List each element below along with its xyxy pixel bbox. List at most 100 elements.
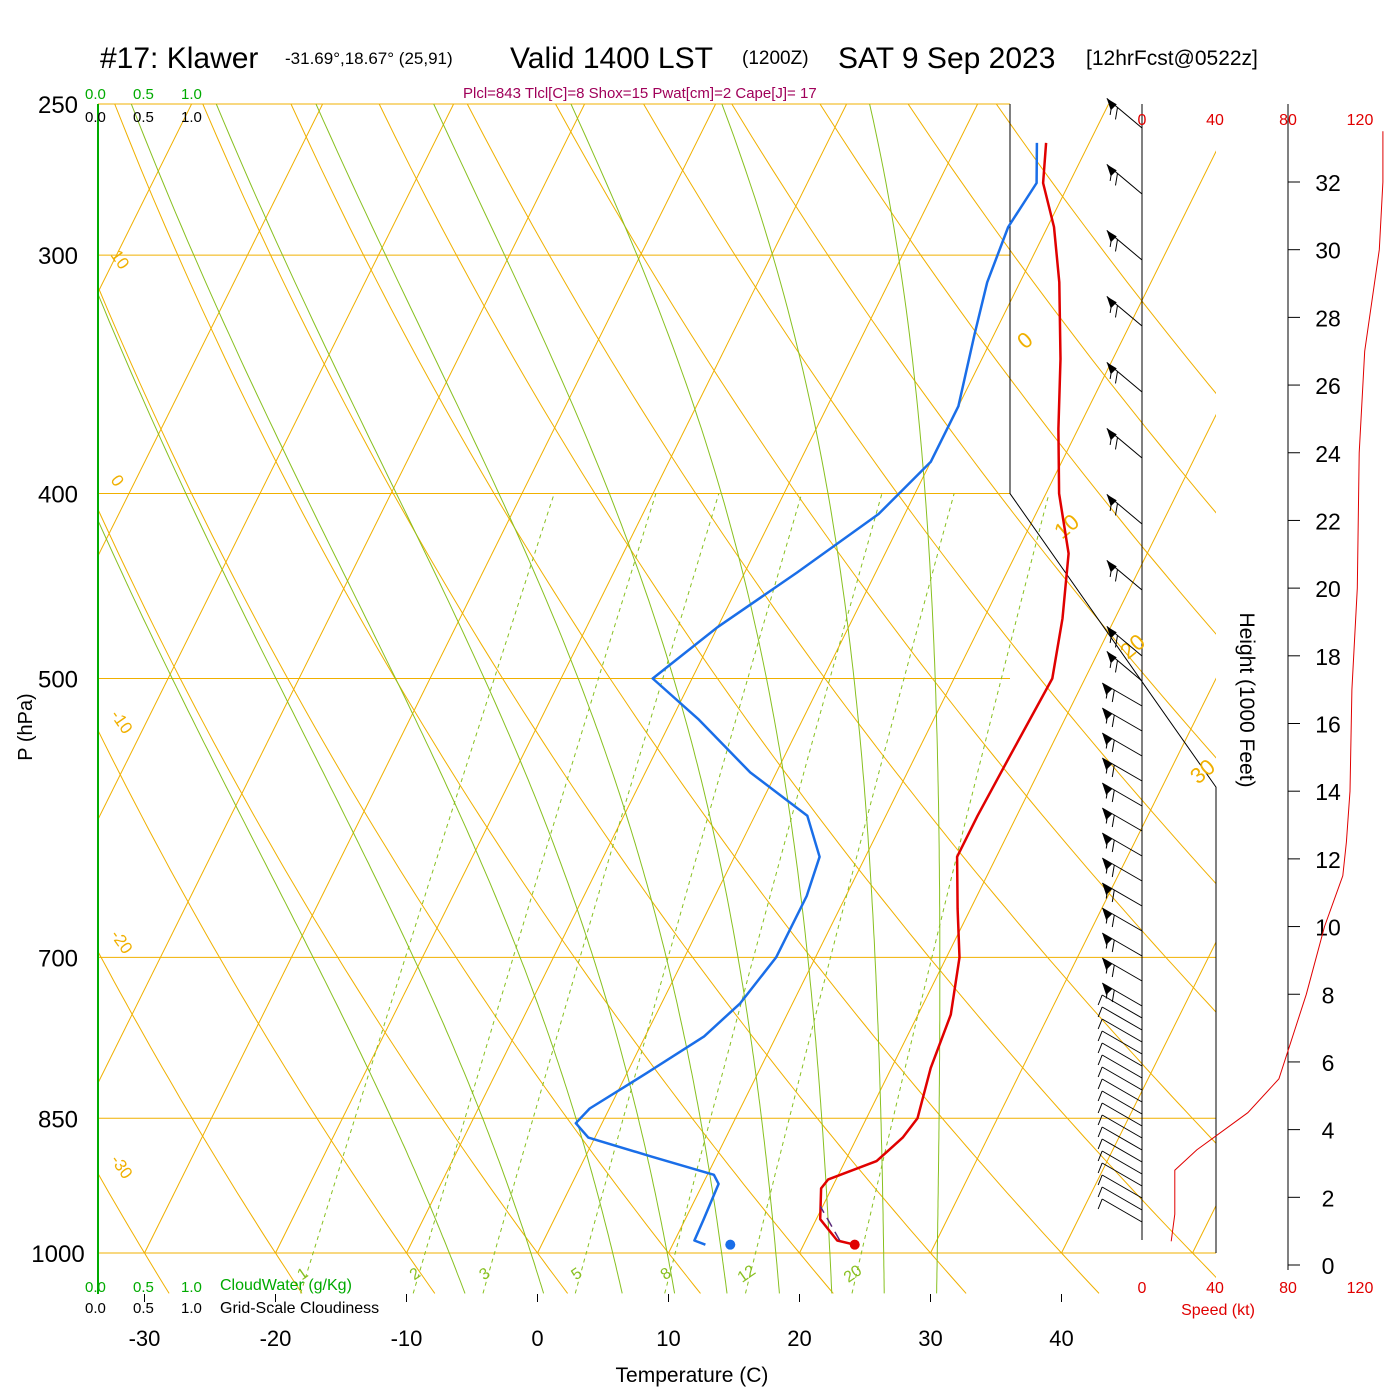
isotherm-line [98, 104, 455, 821]
cloudwater-tick: 1.0 [181, 1279, 202, 1296]
wind-barb-feather [1105, 786, 1109, 799]
wind-barb-feather [1111, 789, 1115, 803]
moist-adiabat-line [433, 104, 780, 1294]
height-tick-label: 2 [1322, 1185, 1335, 1211]
wind-barb-staff [1101, 957, 1143, 982]
y-axis-title: P (hPa) [15, 693, 37, 760]
cloudwater-tick: 0.5 [133, 86, 154, 103]
valid-date: SAT 9 Sep 2023 [838, 42, 1055, 75]
wind-barb-feather [1114, 107, 1118, 120]
speed-scale-bottom: 0 40 80 120 Speed (kt) [1138, 1280, 1374, 1319]
dry-adiabat-line [643, 104, 1216, 885]
wind-speed-profile-line [1170, 131, 1384, 1242]
pressure-tick-label: 850 [38, 1106, 78, 1133]
wind-barb-feather [1105, 736, 1109, 749]
dry-adiabat-line [98, 1172, 170, 1294]
dry-adiabat-line [907, 104, 1216, 514]
isobars-layer [98, 103, 1216, 1254]
height-tick-label: 16 [1315, 712, 1341, 738]
wind-barb-staff [1101, 1078, 1143, 1103]
dry-adiabat-label: 10 [107, 246, 133, 272]
wind-barb-flag [1102, 833, 1113, 845]
speed-tick: 40 [1206, 1280, 1224, 1297]
wind-barb-feather [1109, 564, 1113, 578]
tick-labels-layer: 2503004005007008501000100-10-20-30010203… [31, 92, 1341, 1351]
cloudiness-scale-bottom: 0.0 0.5 1.0 Grid-Scale Cloudiness [85, 1300, 379, 1317]
wind-barb-feather [1114, 173, 1118, 186]
wind-barb-feather [1105, 836, 1109, 849]
wind-barb-feather [1097, 1066, 1103, 1078]
wind-barb-staff [1101, 732, 1143, 757]
dry-adiabat-label: -10 [107, 706, 137, 737]
wind-barb-staff [1101, 932, 1143, 957]
moist-adiabat-line [721, 104, 885, 1294]
wind-barb-feather [1105, 711, 1109, 724]
pressure-tick-label: 1000 [31, 1241, 84, 1268]
dry-adiabat-line [202, 104, 967, 1294]
mixing-ratio-line [412, 493, 657, 1294]
wind-barb-feather [1105, 986, 1109, 999]
wind-barb-staff [1101, 1042, 1143, 1067]
background-lines-layer: 1 2 3 5 8 12 20 [0, 70, 1400, 1294]
cloudwater-tick: 0.0 [85, 86, 106, 103]
moist-adiabat-line [869, 104, 941, 1294]
wind-barb-feather [1111, 989, 1115, 1003]
wind-barb-staff [1101, 982, 1143, 1007]
x-axis-title: Temperature (C) [616, 1364, 769, 1387]
cloudiness-label: Grid-Scale Cloudiness [220, 1300, 379, 1317]
wind-barb-staff [1101, 1162, 1143, 1187]
isotherm-line [275, 104, 848, 1254]
wind-barb-staff [1101, 1030, 1143, 1055]
wind-barb-feather [1111, 689, 1115, 703]
mixing-ratio-line [574, 493, 803, 1294]
valid-time: Valid 1400 LST [510, 42, 713, 75]
wind-barb-feather [1109, 102, 1113, 116]
temperature-tick-label: 0 [531, 1326, 543, 1351]
wind-barb-feather [1097, 1042, 1103, 1054]
moist-adiabat-line [98, 292, 545, 1294]
temperature-tick-label: 30 [918, 1326, 942, 1351]
height-tick-label: 4 [1322, 1118, 1335, 1144]
speed-tick: 120 [1347, 1280, 1374, 1297]
moist-adiabat-line [215, 104, 676, 1294]
mixing-ratio-label: 5 [568, 1265, 585, 1284]
dry-adiabat-line [98, 285, 701, 1294]
dry-adiabat-line [731, 104, 1216, 759]
moist-adiabat-line [570, 104, 833, 1294]
isotherm-line [1324, 104, 1400, 1253]
wind-barb-feather [1097, 994, 1103, 1006]
wind-barb-flag [1102, 883, 1113, 895]
wind-barb-feather [1114, 239, 1118, 252]
speed-axis-label: Speed (kt) [1181, 1302, 1255, 1319]
wind-barb-feather [1105, 936, 1109, 949]
wind-barb-flag [1102, 983, 1113, 995]
temperature-tick-label: -10 [391, 1326, 423, 1351]
pressure-tick-label: 250 [38, 92, 78, 119]
wind-barb-feather [1114, 660, 1118, 673]
wind-barb-staff [1101, 1102, 1143, 1127]
wind-barb-staff [1101, 682, 1143, 707]
dry-adiabat-line [0, 70, 36, 1293]
wind-barb-staff [1101, 757, 1143, 782]
wind-barb-feather [1097, 1186, 1103, 1198]
wind-barb-staff [1101, 782, 1143, 807]
dry-adiabat-line [114, 104, 834, 1294]
wind-barb-feather [1114, 569, 1118, 582]
wind-barb-feather [1111, 939, 1115, 953]
wind-barb-feather [1097, 1174, 1103, 1186]
wind-barb-feather [1097, 1006, 1103, 1018]
dry-adiabat-label: 0 [107, 471, 128, 490]
height-tick-label: 22 [1315, 508, 1341, 534]
wind-barb-feather [1114, 635, 1118, 648]
wind-barb-staff [1101, 1066, 1143, 1091]
mixing-ratio-line [851, 493, 1050, 1294]
wind-barb-feather [1097, 1078, 1103, 1090]
mixing-ratio-line [300, 493, 555, 1294]
wind-barb-staff [1101, 1090, 1143, 1115]
cloudwater-scale-bottom: 0.0 0.5 1.0 CloudWater (g/Kg) [85, 1277, 352, 1296]
wind-barb-feather [1111, 764, 1115, 778]
dry-adiabat-line [98, 729, 436, 1294]
stability-indices: Plcl=843 Tlcl[C]=8 Shox=15 Pwat[cm]=2 Ca… [463, 85, 817, 102]
wind-barb-feather [1111, 739, 1115, 753]
mixing-ratio-label: 12 [735, 1262, 759, 1286]
